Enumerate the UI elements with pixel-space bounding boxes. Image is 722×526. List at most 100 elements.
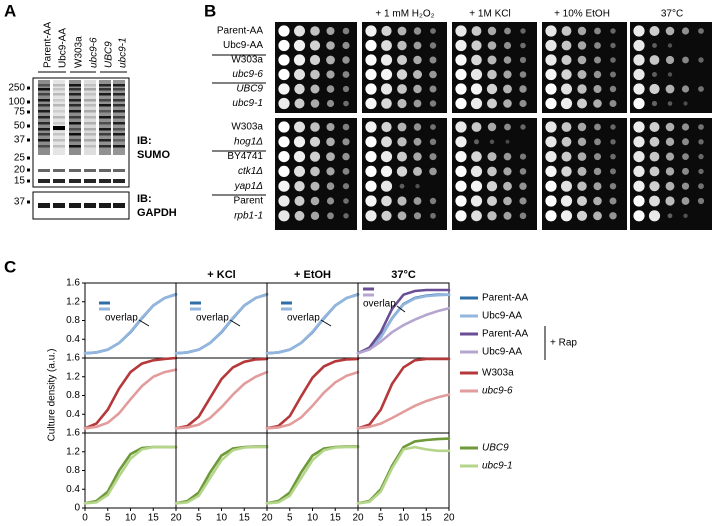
strain-label: W303a bbox=[231, 55, 263, 66]
blot-band bbox=[38, 84, 50, 87]
yeast-spot bbox=[278, 97, 290, 110]
yeast-spot bbox=[698, 153, 704, 160]
yeast-spot bbox=[545, 39, 557, 52]
yeast-spot bbox=[327, 212, 334, 220]
legend-label: ubc9-6 bbox=[482, 386, 513, 397]
yeast-spot bbox=[342, 168, 350, 175]
yeast-spot bbox=[455, 54, 467, 66]
y-tick-label: 1.6 bbox=[66, 428, 80, 439]
yeast-spot bbox=[503, 167, 512, 176]
yeast-spot bbox=[594, 42, 601, 49]
blot-band bbox=[53, 99, 65, 102]
yeast-spot bbox=[365, 97, 377, 110]
yeast-spot bbox=[429, 85, 437, 93]
yeast-spot bbox=[365, 39, 377, 52]
blot-band bbox=[84, 99, 96, 102]
blot-smear bbox=[84, 80, 96, 155]
yeast-spot bbox=[633, 54, 645, 66]
growth-curve bbox=[265, 293, 360, 355]
yeast-spot bbox=[278, 136, 290, 148]
yeast-spot bbox=[278, 210, 290, 222]
blot-band bbox=[113, 145, 125, 148]
marker-tick bbox=[27, 86, 30, 90]
yeast-spot bbox=[294, 83, 305, 95]
blot-band bbox=[69, 110, 81, 113]
yeast-spot bbox=[560, 195, 573, 207]
legend-label: UBC9 bbox=[482, 443, 509, 454]
yeast-spot bbox=[310, 122, 320, 132]
blot-band bbox=[84, 179, 96, 183]
yeast-spot bbox=[609, 212, 617, 220]
blot-band bbox=[84, 84, 96, 87]
yeast-spot bbox=[504, 123, 511, 131]
yeast-spot bbox=[381, 121, 392, 133]
blot-band bbox=[69, 122, 81, 125]
yeast-spot bbox=[342, 41, 350, 50]
marker-tick bbox=[27, 110, 30, 114]
yeast-spot bbox=[381, 210, 392, 221]
yeast-spot bbox=[380, 165, 393, 177]
yeast-spot bbox=[610, 168, 616, 175]
yeast-spot bbox=[326, 41, 335, 50]
yeast-spot bbox=[633, 121, 645, 133]
yeast-spot bbox=[561, 55, 572, 65]
annotation-pointer bbox=[396, 305, 406, 313]
x-tick-label: 15 bbox=[239, 513, 251, 524]
blot-band bbox=[69, 145, 81, 148]
yeast-spot bbox=[487, 152, 497, 162]
yeast-spot bbox=[683, 101, 688, 106]
blot-band bbox=[38, 145, 50, 148]
yeast-spot bbox=[577, 26, 587, 36]
yeast-spot bbox=[397, 55, 407, 65]
yeast-spot bbox=[561, 26, 572, 36]
blot-band bbox=[53, 88, 65, 91]
yeast-spot bbox=[682, 138, 689, 146]
legend-label: Parent-AA bbox=[482, 329, 528, 340]
yeast-spot bbox=[278, 54, 290, 66]
yeast-spot bbox=[649, 151, 660, 162]
yeast-spot bbox=[545, 83, 557, 95]
blot-band bbox=[113, 99, 125, 102]
yeast-spot bbox=[633, 136, 645, 148]
yeast-spot bbox=[633, 39, 645, 52]
x-tick-label: 5 bbox=[287, 513, 293, 524]
yeast-spot bbox=[413, 41, 422, 50]
yeast-spot bbox=[698, 183, 704, 190]
blot-band bbox=[53, 116, 65, 119]
yeast-spot bbox=[577, 98, 587, 109]
yeast-spot bbox=[503, 181, 512, 191]
yeast-spot bbox=[633, 210, 645, 222]
yeast-spot bbox=[503, 56, 512, 64]
blot-band bbox=[84, 110, 96, 113]
yeast-spot bbox=[455, 210, 467, 222]
yeast-spot bbox=[610, 28, 616, 34]
x-tick-label: 15 bbox=[148, 513, 160, 524]
plate bbox=[542, 22, 627, 113]
blot-label: GAPDH bbox=[137, 207, 177, 219]
marker-tick bbox=[27, 124, 30, 128]
yeast-spot bbox=[649, 83, 660, 95]
yeast-spot bbox=[429, 70, 437, 79]
yeast-spot bbox=[577, 122, 587, 132]
yeast-spot bbox=[545, 136, 557, 148]
x-tick-label: 0 bbox=[82, 513, 88, 524]
yeast-spot bbox=[577, 181, 587, 191]
growth-curve bbox=[356, 288, 451, 355]
blot-band bbox=[53, 93, 65, 96]
yeast-spot bbox=[397, 211, 407, 221]
y-tick-label: 0.4 bbox=[66, 484, 80, 495]
blot-band bbox=[84, 128, 96, 131]
yeast-spot bbox=[310, 26, 320, 36]
annotation: overlap bbox=[363, 299, 396, 310]
legend-label: Ubc9-AA bbox=[482, 311, 522, 322]
yeast-spot bbox=[413, 55, 422, 65]
yeast-spot bbox=[698, 86, 704, 92]
blot-band bbox=[99, 88, 111, 91]
plate bbox=[275, 22, 357, 113]
yeast-spot bbox=[413, 152, 422, 161]
blot-band bbox=[99, 99, 111, 102]
blot-band bbox=[84, 169, 96, 172]
x-tick-label: 5 bbox=[196, 513, 202, 524]
yeast-spot bbox=[486, 181, 498, 192]
yeast-spot bbox=[310, 196, 320, 206]
